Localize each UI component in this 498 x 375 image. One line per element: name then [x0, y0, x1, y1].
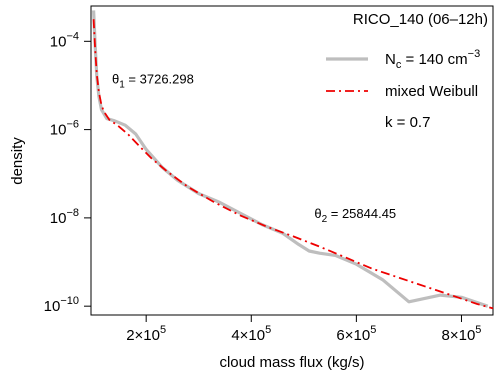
theta-annotation-2: θ2 = 25844.45 — [314, 206, 396, 225]
legend-k-value: k = 0.7 — [385, 114, 430, 131]
legend-label-1: Nc = 140 cm−3 — [385, 48, 480, 71]
x-tick-label: 8×105 — [442, 324, 482, 344]
legend-title: RICO_140 (06–12h) — [353, 11, 488, 28]
y-tick-label: 10−10 — [44, 295, 79, 315]
y-axis: 10−4 10−6 10−8 10−10 — [44, 30, 91, 315]
y-axis-title: density — [9, 137, 26, 185]
x-tick-label: 6×105 — [336, 324, 376, 344]
x-axis: 2×105 4×105 6×105 8×105 — [126, 315, 481, 344]
x-axis-title: cloud mass flux (kg/s) — [219, 354, 364, 371]
y-tick-label: 10−6 — [50, 119, 79, 139]
y-tick-label: 10−4 — [50, 30, 79, 50]
annotation-layer: θ1 = 3726.298 θ2 = 25844.45 — [112, 71, 396, 225]
legend-label-2: mixed Weibull — [385, 83, 478, 100]
theta-annotation-1: θ1 = 3726.298 — [112, 71, 194, 90]
x-tick-label: 4×105 — [231, 324, 271, 344]
series-observed-line — [92, 10, 489, 308]
legend: RICO_140 (06–12h) Nc = 140 cm−3 mixed Weib… — [326, 11, 488, 131]
y-tick-label: 10−8 — [50, 207, 79, 227]
series-layer — [92, 10, 494, 310]
plot-frame — [90, 5, 494, 316]
x-tick-label: 2×105 — [126, 324, 166, 344]
